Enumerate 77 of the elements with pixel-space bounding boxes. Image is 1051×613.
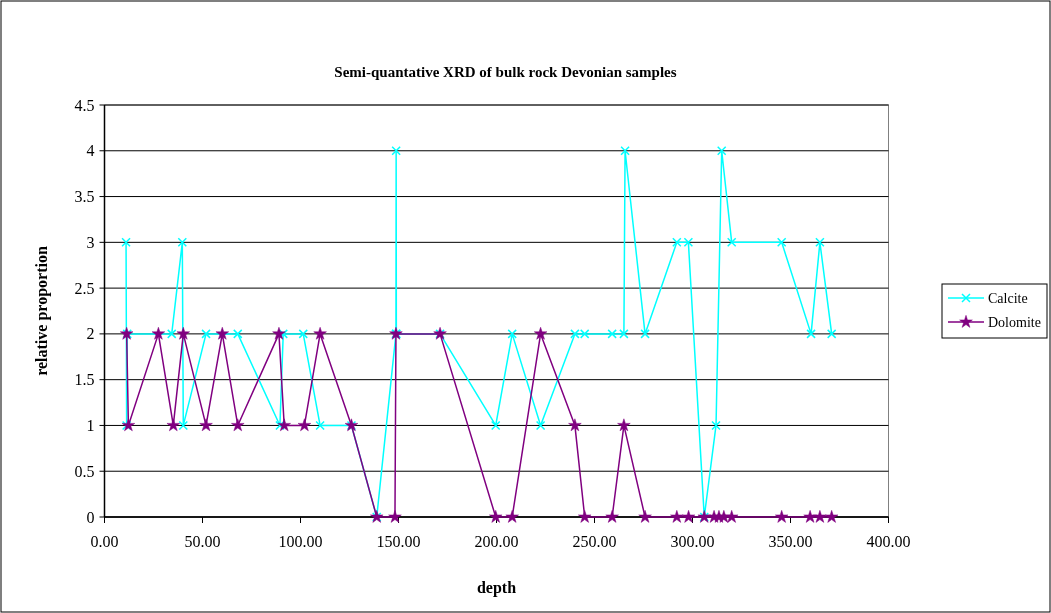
point (672, 237, 682, 248)
point (726, 237, 737, 248)
point (568, 418, 582, 432)
point (806, 329, 816, 339)
point (298, 329, 308, 339)
point (711, 420, 721, 431)
point (505, 510, 519, 523)
point (277, 418, 291, 432)
point (578, 510, 592, 523)
y-tick-label: 3 (86, 233, 95, 251)
x-tick-label: 200.00 (474, 533, 519, 550)
legend-label: Calcite (988, 290, 1028, 306)
point (683, 237, 694, 248)
point (803, 510, 817, 523)
point (826, 329, 837, 339)
point (275, 420, 285, 431)
point (121, 237, 131, 248)
point (725, 510, 739, 523)
y-tick-label: 0 (86, 508, 95, 526)
legend-label: Dolomite (988, 314, 1041, 330)
point (638, 510, 652, 523)
x-axis-title: depth (476, 579, 517, 597)
y-tick-label: 4.5 (74, 96, 95, 114)
x-tick-label: 300.00 (670, 533, 715, 550)
x-tick-label: 400.00 (866, 533, 911, 550)
point (121, 418, 136, 432)
y-tick-label: 2.5 (74, 279, 95, 297)
point (670, 510, 684, 523)
point (233, 329, 243, 339)
y-tick-label: 1.5 (74, 371, 95, 389)
y-tick-label: 4 (86, 142, 95, 160)
point (315, 420, 325, 431)
x-tick-label: 50.00 (184, 533, 221, 550)
point (535, 420, 546, 431)
point (391, 146, 401, 156)
point (490, 420, 501, 431)
point (215, 326, 229, 340)
point (619, 329, 629, 339)
x-tick-label: 100.00 (278, 533, 323, 550)
point (166, 418, 180, 432)
point (177, 237, 188, 248)
x-tick-label: 0.00 (90, 533, 119, 550)
point (166, 329, 177, 339)
point (489, 510, 503, 523)
point (313, 326, 327, 340)
point (681, 510, 696, 523)
y-tick-label: 2 (86, 325, 95, 343)
chart-title: Semi-quantative XRD of bulk rock Devonian samples (334, 64, 677, 80)
point (605, 510, 619, 523)
point (716, 146, 727, 156)
y-tick-label: 0.5 (74, 462, 95, 480)
point (507, 329, 517, 339)
point (388, 510, 402, 523)
y-tick-label: 3.5 (74, 188, 95, 206)
point (272, 326, 286, 340)
point (178, 420, 189, 431)
point (199, 418, 213, 432)
point (176, 326, 190, 340)
y-tick-label: 1 (86, 417, 95, 435)
point (825, 510, 839, 523)
point (231, 418, 245, 432)
point (151, 326, 165, 340)
point (640, 329, 650, 339)
x-tick-label: 250.00 (572, 533, 617, 550)
point (776, 237, 787, 248)
point (534, 326, 548, 340)
x-tick-label: 150.00 (376, 533, 421, 550)
point (813, 510, 827, 523)
x-tick-label: 350.00 (768, 533, 813, 550)
point (297, 418, 312, 432)
point (201, 329, 211, 339)
point (617, 418, 631, 432)
point (607, 329, 617, 339)
y-axis-title: relative proportion (33, 246, 51, 376)
point (775, 510, 789, 523)
point (815, 237, 825, 248)
point (620, 146, 630, 156)
